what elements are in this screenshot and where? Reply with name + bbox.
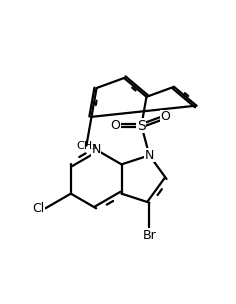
Text: Cl: Cl: [33, 202, 45, 215]
Text: N: N: [92, 143, 101, 156]
Text: O: O: [161, 110, 171, 123]
Text: S: S: [137, 119, 146, 133]
Text: O: O: [111, 119, 121, 132]
Text: CH₃: CH₃: [76, 141, 97, 151]
Text: Br: Br: [143, 229, 156, 242]
Text: N: N: [145, 149, 154, 162]
